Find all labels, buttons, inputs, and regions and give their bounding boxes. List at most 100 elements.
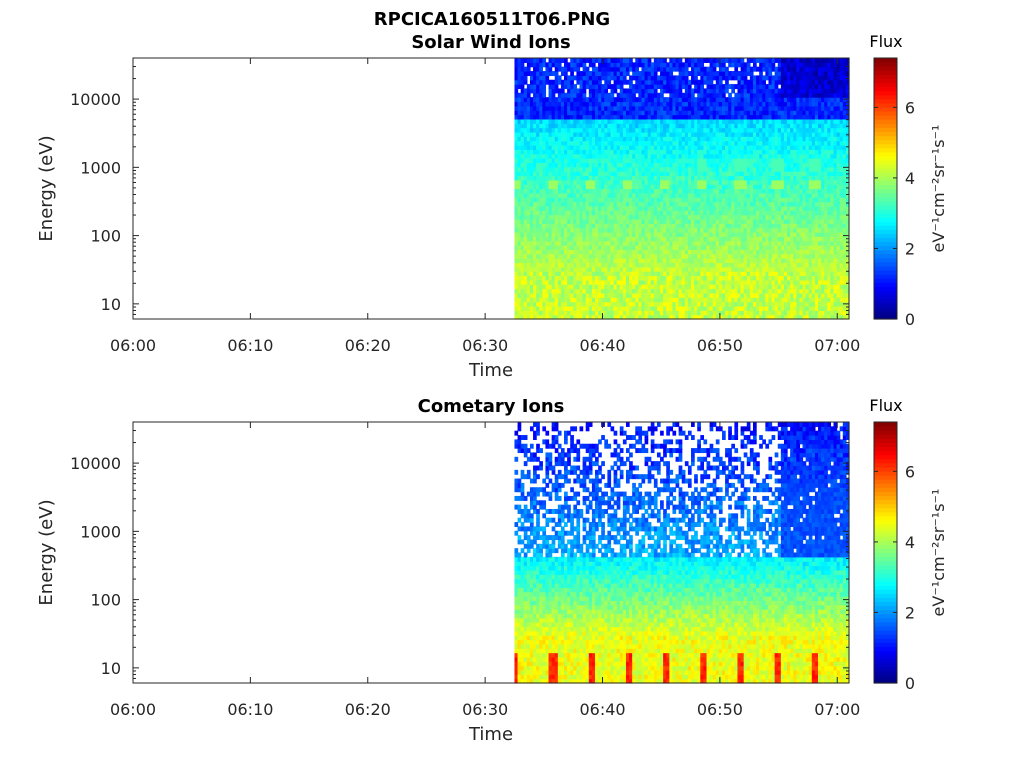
heatmap-cell (653, 310, 658, 316)
heatmap-cell (564, 62, 568, 68)
heatmap-cell (619, 131, 624, 137)
heatmap-cell (678, 158, 683, 163)
heatmap-cell (746, 131, 751, 137)
heatmap-cell (560, 214, 565, 220)
heatmap-cell (523, 171, 528, 177)
heatmap-cell (598, 310, 602, 316)
heatmap-cell (703, 175, 708, 181)
heatmap-cell (539, 75, 543, 81)
heatmap-cell (567, 271, 571, 277)
heatmap-cell (536, 105, 540, 111)
heatmap-cell (619, 97, 624, 103)
heatmap-cell (718, 118, 723, 124)
heatmap-cell (576, 188, 581, 194)
heatmap-cell (715, 158, 720, 163)
heatmap-cell (526, 114, 531, 120)
heatmap-cell (560, 245, 565, 250)
heatmap-cell (557, 184, 562, 190)
heatmap-cell (588, 88, 593, 94)
heatmap-cell (734, 210, 739, 216)
heatmap-cell (669, 101, 674, 107)
heatmap-cell (715, 101, 720, 107)
heatmap-cell (573, 58, 578, 63)
heatmap-cell (604, 232, 608, 237)
heatmap-cell (542, 140, 547, 146)
heatmap-cell (517, 114, 522, 120)
heatmap-cell (545, 101, 550, 107)
heatmap-cell (678, 288, 683, 294)
heatmap-cell (694, 84, 698, 90)
heatmap-cell (560, 197, 565, 203)
heatmap-cell (523, 258, 528, 264)
heatmap-cell (740, 62, 745, 68)
heatmap-cell (678, 114, 683, 120)
heatmap-cell (622, 240, 627, 246)
heatmap-cell (625, 240, 630, 246)
heatmap-cell (749, 266, 754, 272)
heatmap-cell (722, 153, 726, 159)
heatmap-cell (567, 118, 571, 124)
heatmap-cell (712, 249, 717, 255)
heatmap-cell (523, 188, 528, 194)
heatmap-cell (591, 288, 596, 294)
heatmap-cell (613, 114, 618, 120)
heatmap-cell (734, 118, 739, 124)
heatmap-cell (601, 136, 605, 142)
heatmap-cell (604, 97, 608, 103)
heatmap-cell (728, 288, 732, 294)
heatmap-cell (533, 101, 537, 107)
heatmap-cell (610, 227, 615, 233)
heatmap-cell (731, 110, 735, 116)
heatmap-cell (678, 84, 683, 90)
heatmap-cell (641, 210, 646, 216)
heatmap-cell (545, 140, 550, 146)
heatmap-cell (548, 310, 553, 316)
heatmap-cell (672, 79, 677, 85)
heatmap-cell (669, 166, 674, 172)
heatmap-cell (749, 288, 754, 294)
heatmap-cell (579, 218, 584, 224)
heatmap-cell (650, 79, 655, 85)
heatmap-cell (740, 279, 745, 285)
heatmap-cell (582, 266, 587, 272)
heatmap-cell (567, 84, 571, 90)
heatmap-cell (678, 105, 683, 111)
heatmap-cell (619, 175, 624, 181)
heatmap-cell (598, 184, 602, 190)
heatmap-cell (542, 205, 547, 211)
heatmap-cell (715, 292, 720, 298)
heatmap-cell (579, 262, 584, 268)
heatmap-cell (669, 205, 674, 211)
heatmap-cell (523, 79, 528, 85)
heatmap-cell (641, 131, 646, 137)
heatmap-cell (601, 258, 605, 264)
heatmap-cell (591, 118, 596, 124)
heatmap-cell (548, 84, 553, 90)
heatmap-cell (619, 118, 624, 124)
heatmap-cell (706, 284, 711, 290)
heatmap-cell (650, 284, 655, 290)
heatmap-cell (554, 210, 559, 216)
heatmap-cell (619, 201, 624, 207)
heatmap-cell (709, 249, 714, 255)
heatmap-cell (746, 279, 751, 285)
heatmap-cell (743, 205, 748, 211)
heatmap-cell (585, 297, 590, 303)
heatmap-cell (598, 201, 602, 207)
heatmap-cell (731, 218, 735, 224)
heatmap-cell (520, 210, 525, 216)
heatmap-cell (601, 92, 605, 98)
heatmap-cell (737, 188, 742, 194)
heatmap-cell (731, 105, 735, 111)
heatmap-cell (604, 179, 608, 185)
heatmap-cell (520, 175, 525, 181)
heatmap-cell (718, 101, 723, 107)
heatmap-cell (718, 62, 723, 68)
heatmap-cell (740, 271, 745, 277)
heatmap-cell (539, 305, 543, 311)
heatmap-cell (573, 136, 578, 142)
heatmap-cell (567, 158, 571, 163)
heatmap-cell (545, 249, 550, 255)
heatmap-cell (619, 158, 624, 163)
heatmap-cell (529, 236, 534, 242)
